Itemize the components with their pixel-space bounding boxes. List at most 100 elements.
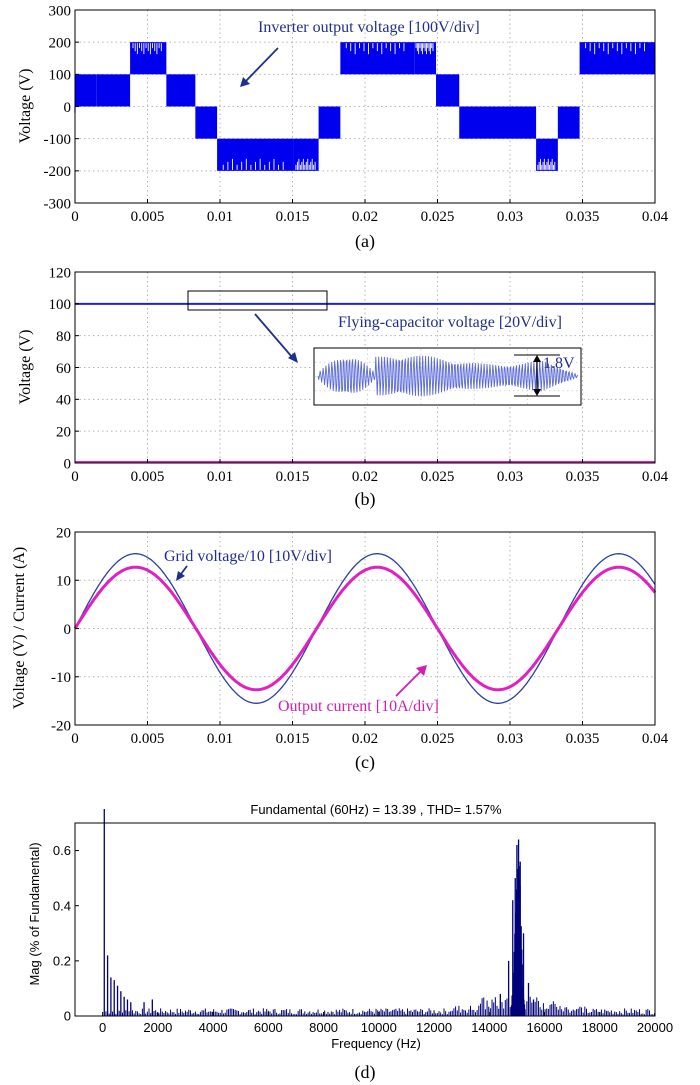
x-tick-label: 0.02	[352, 731, 378, 747]
x-tick-label: 0.005	[131, 469, 165, 485]
y-tick-label: 0.2	[53, 953, 71, 968]
x-tick-label: 0.03	[497, 731, 523, 747]
x-tick-label: 0.005	[131, 209, 165, 225]
y-tick-label: 40	[56, 393, 71, 409]
panel-c-plot	[73, 553, 657, 704]
panel-d-x-ticks: 0 2000 4000 6000 8000 10000 12000 14000 16000 180…	[99, 1012, 673, 1035]
panel-c-grid-arrowhead	[176, 571, 185, 581]
x-tick-label: 0.025	[421, 731, 455, 747]
y-tick-label: 100	[49, 297, 72, 313]
x-tick-label: 2000	[143, 1020, 172, 1035]
panel-a-arrowhead	[240, 77, 250, 87]
x-tick-label: 0.025	[421, 469, 455, 485]
panel-a-y-ticks: 300 200 100 0 -100 -200 -300	[44, 3, 79, 212]
x-tick-label: 0.01	[207, 731, 233, 747]
panel-d-x-label: Frequency (Hz)	[331, 1036, 421, 1051]
voltage-level-band	[166, 74, 196, 107]
x-tick-label: 0.01	[207, 209, 233, 225]
y-tick-label: -200	[44, 164, 72, 180]
y-tick-label: 20	[56, 424, 71, 440]
x-tick-label: 0.02	[352, 469, 378, 485]
panel-c-y-ticks: 20 10 0 -10 -20	[51, 525, 79, 734]
x-tick-label: 0	[71, 469, 79, 485]
y-tick-label: 0.4	[53, 898, 71, 913]
panel-b-zoom-arrow	[254, 313, 293, 358]
y-tick-label: 0	[64, 622, 72, 638]
inset-ripple-label: 1.8V	[543, 355, 575, 372]
x-tick-label: 14000	[471, 1020, 507, 1035]
x-tick-label: 0.015	[276, 209, 310, 225]
x-tick-label: 0.035	[566, 469, 600, 485]
y-tick-label: -300	[44, 196, 72, 212]
x-tick-label: 0.015	[276, 731, 310, 747]
panel-c-grid-voltage-current: 0 0.005 0.01 0.015 0.02 0.025 0.03 0.035 0.04 20…	[11, 525, 669, 773]
panel-c-current-annotation: Output current [10A/div]	[278, 698, 439, 715]
panel-a-arrow	[244, 47, 279, 83]
panel-c-caption: (c)	[355, 752, 375, 773]
panel-d-y-label: Mag (% of Fundamental)	[27, 842, 42, 985]
y-tick-label: 100	[49, 68, 72, 84]
x-tick-label: 10000	[361, 1020, 397, 1035]
x-tick-label: 0.01	[207, 469, 233, 485]
panel-d-bars	[103, 809, 655, 1016]
x-tick-label: 0.04	[642, 731, 669, 747]
voltage-level-band	[318, 106, 341, 139]
inset-dimension-arrow-down	[533, 389, 541, 396]
inset-ripple-waveform	[317, 355, 579, 397]
x-tick-label: 0.005	[131, 731, 165, 747]
panel-a-x-ticks: 0 0.005 0.01 0.015 0.02 0.025 0.03 0.035 0.04	[71, 199, 669, 225]
y-tick-label: 0.6	[53, 843, 71, 858]
panel-d-caption: (d)	[355, 1062, 376, 1083]
x-tick-label: 16000	[526, 1020, 562, 1035]
x-tick-label: 12000	[416, 1020, 452, 1035]
y-tick-label: -10	[51, 670, 71, 686]
x-tick-label: 0	[99, 1020, 106, 1035]
x-tick-label: 0	[71, 731, 79, 747]
x-tick-label: 18000	[582, 1020, 618, 1035]
x-tick-label: 8000	[309, 1020, 338, 1035]
x-tick-label: 0.04	[642, 469, 669, 485]
y-tick-label: 120	[49, 265, 72, 281]
x-tick-label: 0.035	[566, 731, 600, 747]
y-tick-label: 10	[56, 574, 71, 590]
x-tick-label: 0.015	[276, 469, 310, 485]
x-tick-label: 0.03	[497, 469, 523, 485]
x-tick-label: 0.025	[421, 209, 455, 225]
panel-c-grid-annotation: Grid voltage/10 [10V/div]	[164, 548, 332, 565]
panel-c-y-label: Voltage (V) / Current (A)	[11, 547, 28, 709]
x-tick-label: 0.03	[497, 209, 523, 225]
voltage-level-band	[96, 74, 131, 107]
y-tick-label: 80	[56, 329, 71, 345]
panel-d-title: Fundamental (60Hz) = 13.39 , THD= 1.57%	[250, 802, 502, 817]
panel-b-capacitor-voltage: 0 0.005 0.01 0.015 0.02 0.025 0.03 0.035 0.04 12…	[17, 265, 669, 510]
y-tick-label: 0	[64, 1009, 71, 1024]
x-tick-label: 4000	[199, 1020, 228, 1035]
y-tick-label: 60	[56, 361, 71, 377]
inset-dimension-arrow-up	[533, 355, 541, 362]
panel-a-caption: (a)	[355, 231, 375, 252]
output-current-line	[73, 565, 657, 692]
x-tick-label: 0.02	[352, 209, 378, 225]
inset-ripple-path	[317, 355, 579, 397]
x-tick-label: 0.04	[642, 209, 669, 225]
y-tick-label: 300	[49, 3, 72, 19]
x-tick-label: 6000	[254, 1020, 283, 1035]
panel-a-plot	[74, 42, 655, 171]
panel-b-y-label: Voltage (V)	[17, 330, 34, 405]
panel-c-current-arrowhead	[416, 665, 427, 676]
x-tick-label: 0.035	[566, 209, 600, 225]
panel-b-annotation: Flying-capacitor voltage [20V/div]	[338, 314, 562, 331]
y-tick-label: 20	[56, 525, 71, 541]
voltage-level-band	[195, 106, 218, 139]
panel-b-caption: (b)	[355, 489, 376, 510]
panel-a-annotation: Inverter output voltage [100V/div]	[258, 19, 480, 36]
y-tick-label: 0	[64, 100, 72, 116]
panel-c-x-ticks: 0 0.005 0.01 0.015 0.02 0.025 0.03 0.035 0.04	[71, 721, 669, 747]
voltage-level-band	[75, 74, 97, 107]
y-tick-label: 200	[49, 35, 72, 51]
panel-a-inverter-voltage: 0 0.005 0.01 0.015 0.02 0.025 0.03 0.035 0.04 30…	[17, 3, 669, 252]
panel-b-zoom-arrowhead	[288, 352, 298, 363]
y-tick-label: 0	[64, 456, 72, 472]
panel-c-grid-arrow	[180, 565, 188, 575]
